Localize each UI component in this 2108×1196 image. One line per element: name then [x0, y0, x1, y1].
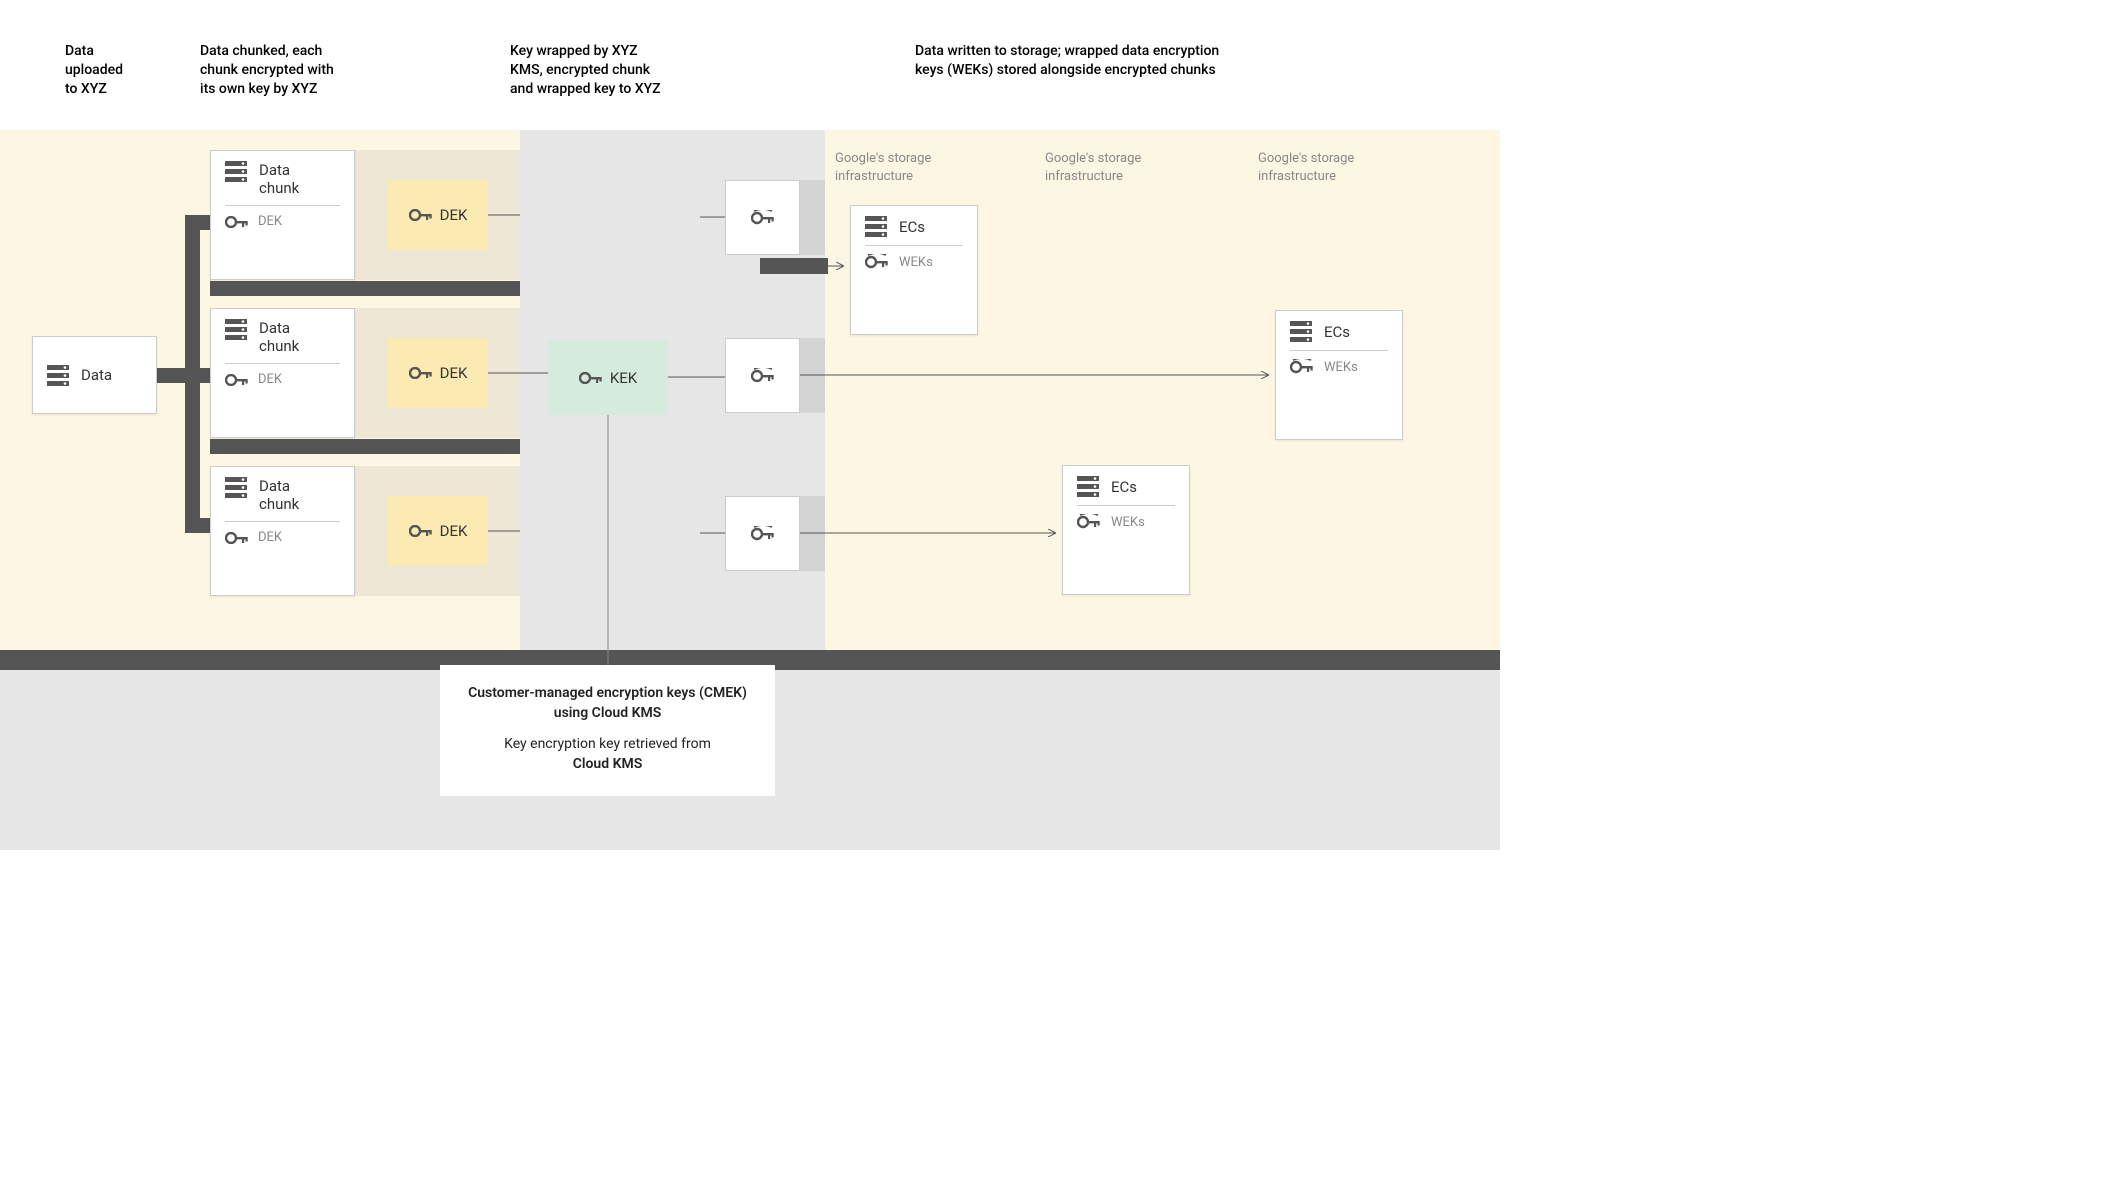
data-chunk-node: Datachunk DEK	[210, 308, 355, 438]
connector-bar	[185, 215, 200, 533]
wrapped-key-icon	[751, 526, 775, 542]
dek-sublabel: DEK	[258, 372, 282, 387]
weks-label: WEKs	[1324, 360, 1358, 375]
wrapped-key-icon	[865, 254, 889, 270]
storage-label: Google's storageinfrastructure	[1258, 150, 1354, 185]
wrapped-key-node	[725, 338, 800, 413]
connector-bar	[760, 258, 828, 274]
ecs-node: ECs WEKs	[850, 205, 978, 335]
diagram-canvas: Datauploadedto XYZ Data chunked, eachchu…	[0, 0, 1500, 850]
caption-body: Key encryption key retrieved from	[460, 734, 755, 754]
data-chunk-node: Datachunk DEK	[210, 150, 355, 280]
dek-node: DEK	[388, 180, 488, 250]
header-step-4: Data written to storage; wrapped data en…	[915, 42, 1219, 80]
wrapped-key-icon	[1290, 359, 1314, 375]
storage-icon	[225, 161, 247, 182]
storage-icon	[225, 477, 247, 498]
caption-title: Customer-managed encryption keys (CMEK) …	[468, 685, 747, 721]
key-icon	[409, 367, 432, 379]
storage-icon	[865, 216, 887, 237]
weks-label: WEKs	[1111, 515, 1145, 530]
text: Google's storageinfrastructure	[1258, 151, 1354, 184]
connector-bar	[210, 281, 520, 296]
storage-label: Google's storageinfrastructure	[835, 150, 931, 185]
chunk-label: Datachunk	[259, 477, 299, 513]
text: Google's storageinfrastructure	[1045, 151, 1141, 184]
chunk-label: Datachunk	[259, 319, 299, 355]
kek-label: KEK	[610, 369, 637, 387]
key-icon	[225, 374, 248, 386]
storage-icon	[1290, 321, 1312, 342]
text: Google's storageinfrastructure	[835, 151, 931, 184]
connector-bar	[155, 368, 185, 383]
dek-node: DEK	[388, 338, 488, 408]
storage-icon	[1077, 476, 1099, 497]
key-icon	[225, 216, 248, 228]
dek-label: DEK	[440, 364, 468, 382]
dek-label: DEK	[440, 522, 468, 540]
dek-label: DEK	[440, 206, 468, 224]
key-icon	[409, 209, 432, 221]
wrapped-key-node	[725, 496, 800, 571]
header-step-3: Key wrapped by XYZKMS, encrypted chunkan…	[510, 42, 661, 99]
storage-icon	[47, 365, 69, 386]
wrapped-key-node	[725, 180, 800, 255]
data-node: Data	[32, 336, 157, 414]
text: Data chunked, eachchunk encrypted withit…	[200, 43, 334, 97]
data-chunk-node: Datachunk DEK	[210, 466, 355, 596]
caption-box: Customer-managed encryption keys (CMEK) …	[440, 665, 775, 796]
key-icon	[225, 532, 248, 544]
dek-sublabel: DEK	[258, 530, 282, 545]
ecs-node: ECs WEKs	[1062, 465, 1190, 595]
ecs-label: ECs	[1324, 323, 1350, 341]
wrapped-key-icon	[1077, 514, 1101, 530]
storage-icon	[225, 319, 247, 340]
key-icon	[579, 372, 602, 384]
header-step-1: Datauploadedto XYZ	[65, 42, 123, 99]
chunk-label: Datachunk	[259, 161, 299, 197]
storage-label: Google's storageinfrastructure	[1045, 150, 1141, 185]
text: Key wrapped by XYZKMS, encrypted chunkan…	[510, 43, 661, 97]
ecs-label: ECs	[899, 218, 925, 236]
weks-label: WEKs	[899, 255, 933, 270]
connector-bar	[210, 439, 520, 454]
kek-node: KEK	[548, 340, 668, 415]
key-icon	[409, 525, 432, 537]
caption-source: Cloud KMS	[573, 756, 643, 772]
header-step-2: Data chunked, eachchunk encrypted withit…	[200, 42, 334, 99]
ecs-node: ECs WEKs	[1275, 310, 1403, 440]
dek-node: DEK	[388, 496, 488, 566]
dek-sublabel: DEK	[258, 214, 282, 229]
text: Data written to storage; wrapped data en…	[915, 43, 1219, 78]
wrapped-key-icon	[751, 210, 775, 226]
ecs-label: ECs	[1111, 478, 1137, 496]
data-label: Data	[81, 366, 112, 384]
wrapped-key-icon	[751, 368, 775, 384]
text: Datauploadedto XYZ	[65, 43, 123, 97]
